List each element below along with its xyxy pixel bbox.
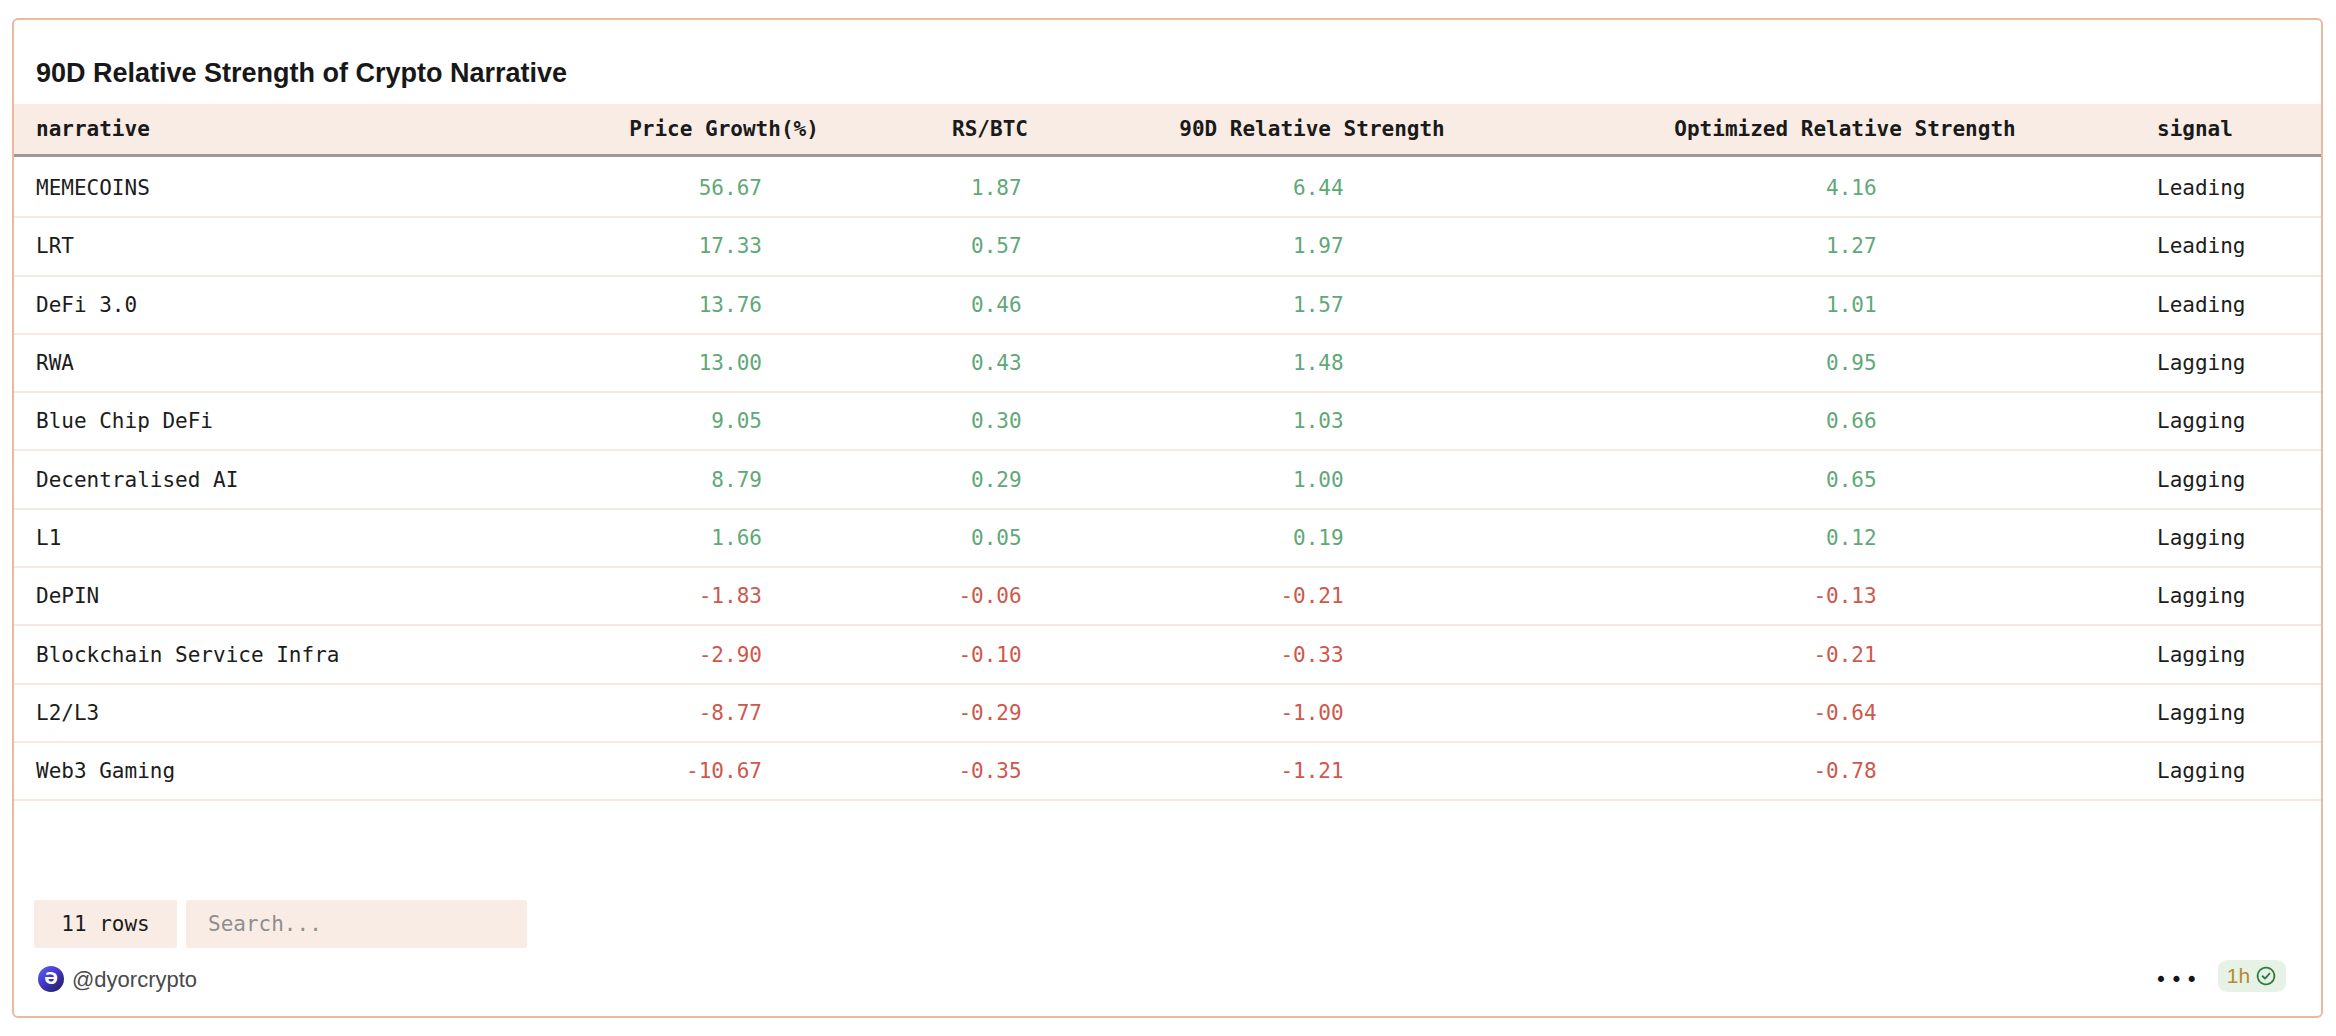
cell-optimized-rs: 0.95 xyxy=(1576,351,2114,375)
cell-rs-btc: 0.30 xyxy=(932,409,1048,433)
cell-rs-btc: -0.29 xyxy=(932,701,1048,725)
cell-narrative: L1 xyxy=(14,526,516,550)
cell-signal: Lagging xyxy=(2114,526,2321,550)
cell-signal: Lagging xyxy=(2114,584,2321,608)
cell-signal: Lagging xyxy=(2114,759,2321,783)
cell-rs-btc: 0.05 xyxy=(932,526,1048,550)
page-title: 90D Relative Strength of Crypto Narrativ… xyxy=(36,58,567,89)
cell-signal: Lagging xyxy=(2114,409,2321,433)
cell-optimized-rs: -0.13 xyxy=(1576,584,2114,608)
table-row: DeFi 3.0 13.76 0.46 1.57 1.01 Leading xyxy=(14,277,2321,335)
cell-optimized-rs: -0.21 xyxy=(1576,643,2114,667)
cell-rs-btc: 0.43 xyxy=(932,351,1048,375)
row-count-button[interactable]: 11 rows xyxy=(34,900,177,948)
table-body: MEMECOINS 56.67 1.87 6.44 4.16 Leading L… xyxy=(14,160,2321,801)
cell-rs-90d: 6.44 xyxy=(1048,176,1576,200)
column-header-optimized-relative-strength[interactable]: Optimized Relative Strength xyxy=(1576,117,2114,141)
cell-rs-90d: -0.21 xyxy=(1048,584,1576,608)
cell-price-growth: 9.05 xyxy=(516,409,932,433)
table-row: LRT 17.33 0.57 1.97 1.27 Leading xyxy=(14,218,2321,276)
table-row: Blockchain Service Infra -2.90 -0.10 -0.… xyxy=(14,626,2321,684)
cell-rs-90d: 1.03 xyxy=(1048,409,1576,433)
freshness-time: 1h xyxy=(2227,964,2250,988)
cell-narrative: Blue Chip DeFi xyxy=(14,409,516,433)
cell-price-growth: -10.67 xyxy=(516,759,932,783)
cell-rs-90d: 0.19 xyxy=(1048,526,1576,550)
column-header-signal[interactable]: signal xyxy=(2114,117,2321,141)
cell-rs-btc: -0.10 xyxy=(932,643,1048,667)
more-options-icon[interactable]: ••• xyxy=(2155,968,2201,992)
cell-narrative: Web3 Gaming xyxy=(14,759,516,783)
cell-narrative: L2/L3 xyxy=(14,701,516,725)
cell-signal: Leading xyxy=(2114,176,2321,200)
cell-rs-90d: -1.00 xyxy=(1048,701,1576,725)
cell-rs-90d: 1.00 xyxy=(1048,468,1576,492)
column-header-90d-relative-strength[interactable]: 90D Relative Strength xyxy=(1048,117,1576,141)
cell-price-growth: 8.79 xyxy=(516,468,932,492)
cell-narrative: Blockchain Service Infra xyxy=(14,643,516,667)
table-row: DePIN -1.83 -0.06 -0.21 -0.13 Lagging xyxy=(14,568,2321,626)
table-row: Web3 Gaming -10.67 -0.35 -1.21 -0.78 Lag… xyxy=(14,743,2321,801)
cell-price-growth: -8.77 xyxy=(516,701,932,725)
attribution-row: Ə @dyorcrypto ••• 1h xyxy=(14,964,2321,1000)
table-row: L2/L3 -8.77 -0.29 -1.00 -0.64 Lagging xyxy=(14,685,2321,743)
cell-rs-90d: 1.97 xyxy=(1048,234,1576,258)
cell-rs-btc: 1.87 xyxy=(932,176,1048,200)
cell-signal: Lagging xyxy=(2114,701,2321,725)
verified-seal-icon xyxy=(2255,965,2277,987)
cell-optimized-rs: -0.64 xyxy=(1576,701,2114,725)
table-row: MEMECOINS 56.67 1.87 6.44 4.16 Leading xyxy=(14,160,2321,218)
cell-signal: Leading xyxy=(2114,234,2321,258)
table-header-row: narrative Price Growth(%) RS/BTC 90D Rel… xyxy=(14,104,2321,157)
cell-narrative: RWA xyxy=(14,351,516,375)
cell-signal: Leading xyxy=(2114,293,2321,317)
cell-price-growth: -2.90 xyxy=(516,643,932,667)
cell-rs-btc: 0.57 xyxy=(932,234,1048,258)
cell-rs-btc: 0.46 xyxy=(932,293,1048,317)
cell-price-growth: 13.00 xyxy=(516,351,932,375)
freshness-badge[interactable]: 1h xyxy=(2218,960,2286,992)
cell-signal: Lagging xyxy=(2114,351,2321,375)
cell-optimized-rs: 1.27 xyxy=(1576,234,2114,258)
cell-optimized-rs: 0.66 xyxy=(1576,409,2114,433)
cell-signal: Lagging xyxy=(2114,643,2321,667)
table-controls: 11 rows xyxy=(14,900,2321,948)
cell-narrative: DeFi 3.0 xyxy=(14,293,516,317)
cell-rs-90d: -1.21 xyxy=(1048,759,1576,783)
cell-optimized-rs: 0.65 xyxy=(1576,468,2114,492)
cell-narrative: Decentralised AI xyxy=(14,468,516,492)
table-row: Decentralised AI 8.79 0.29 1.00 0.65 Lag… xyxy=(14,451,2321,509)
cell-rs-90d: -0.33 xyxy=(1048,643,1576,667)
cell-rs-btc: -0.06 xyxy=(932,584,1048,608)
cell-optimized-rs: 0.12 xyxy=(1576,526,2114,550)
account-handle[interactable]: @dyorcrypto xyxy=(72,967,197,993)
table-row: RWA 13.00 0.43 1.48 0.95 Lagging xyxy=(14,335,2321,393)
cell-price-growth: 17.33 xyxy=(516,234,932,258)
dyor-logo-avatar[interactable]: Ə xyxy=(38,966,64,992)
table-row: Blue Chip DeFi 9.05 0.30 1.03 0.66 Laggi… xyxy=(14,393,2321,451)
cell-price-growth: 13.76 xyxy=(516,293,932,317)
cell-price-growth: 1.66 xyxy=(516,526,932,550)
cell-narrative: LRT xyxy=(14,234,516,258)
cell-price-growth: -1.83 xyxy=(516,584,932,608)
cell-price-growth: 56.67 xyxy=(516,176,932,200)
cell-narrative: DePIN xyxy=(14,584,516,608)
cell-narrative: MEMECOINS xyxy=(14,176,516,200)
column-header-narrative[interactable]: narrative xyxy=(14,117,516,141)
cell-optimized-rs: -0.78 xyxy=(1576,759,2114,783)
column-header-price-growth[interactable]: Price Growth(%) xyxy=(516,117,932,141)
cell-signal: Lagging xyxy=(2114,468,2321,492)
cell-optimized-rs: 4.16 xyxy=(1576,176,2114,200)
column-header-rs-btc[interactable]: RS/BTC xyxy=(932,117,1048,141)
cell-rs-90d: 1.48 xyxy=(1048,351,1576,375)
crypto-narrative-card: 90D Relative Strength of Crypto Narrativ… xyxy=(12,18,2323,1018)
cell-rs-90d: 1.57 xyxy=(1048,293,1576,317)
search-input[interactable] xyxy=(186,900,527,948)
cell-rs-btc: 0.29 xyxy=(932,468,1048,492)
table-row: L1 1.66 0.05 0.19 0.12 Lagging xyxy=(14,510,2321,568)
cell-rs-btc: -0.35 xyxy=(932,759,1048,783)
cell-optimized-rs: 1.01 xyxy=(1576,293,2114,317)
